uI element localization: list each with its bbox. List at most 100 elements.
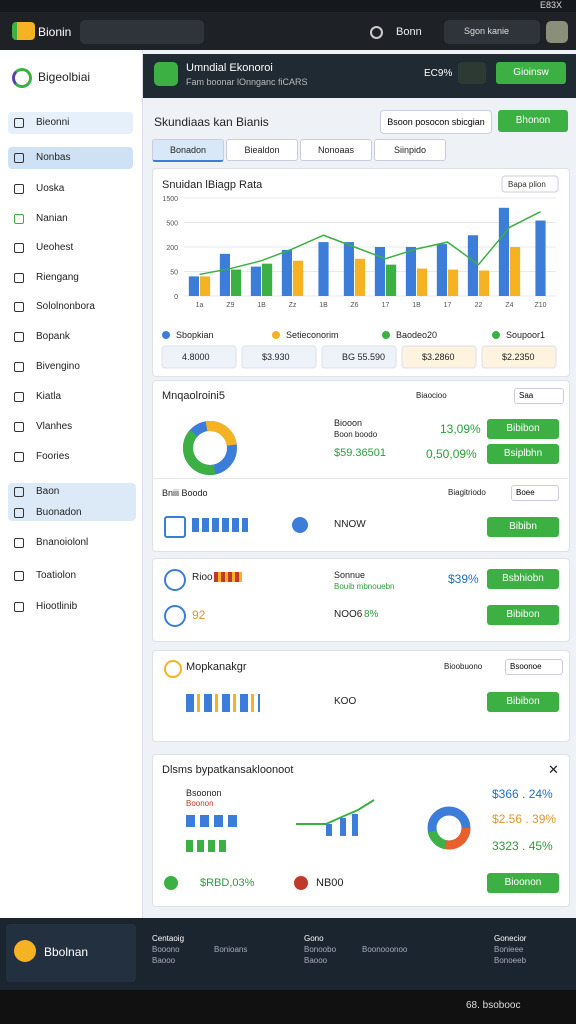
nav-item[interactable]: Uoska <box>36 183 65 194</box>
bar <box>467 235 478 296</box>
close[interactable]: ✕ <box>548 762 559 777</box>
avatar[interactable] <box>546 21 568 43</box>
button[interactable]: Bibibon <box>487 605 559 625</box>
logo <box>12 22 35 40</box>
item-button[interactable]: Bibibn <box>487 517 559 537</box>
filter[interactable]: Bioobuono <box>444 662 483 671</box>
tab[interactable]: Siinpido <box>374 139 446 161</box>
row-button[interactable]: Bibibon <box>487 419 559 439</box>
button[interactable]: Bsbhiobn <box>487 569 559 589</box>
label: 92 <box>192 608 206 622</box>
footer-link[interactable]: Bonieee <box>494 945 524 954</box>
footer-link[interactable]: Booono <box>152 945 180 954</box>
button[interactable]: Bioonon <box>487 873 559 893</box>
bar <box>498 207 509 296</box>
chart: Snuidan lBiagp Rata Bapa plion 0 50 200 500 15… <box>161 175 559 369</box>
nav-icon <box>14 153 24 163</box>
nav-item[interactable]: Bnanoiolonl <box>36 537 89 548</box>
bar <box>200 276 211 296</box>
nav-item[interactable]: Riengang <box>36 272 79 283</box>
donut-segment <box>427 806 471 850</box>
mini-bar <box>340 818 346 836</box>
tab[interactable]: Biealdon <box>226 139 298 161</box>
nav-item[interactable]: Kiatla <box>36 391 62 402</box>
x-tick-label: 1a <box>196 302 204 309</box>
icon <box>164 660 182 678</box>
nav-item[interactable]: Foories <box>36 451 70 462</box>
footer-link[interactable]: Bonioans <box>214 945 248 954</box>
footer-left: Bniii Boodo <box>162 488 208 498</box>
card-title: Mopkanakgr <box>186 661 247 673</box>
footer-link[interactable]: Gono <box>304 934 324 943</box>
search-box[interactable] <box>80 20 204 44</box>
footer-link[interactable]: Gonecior <box>494 934 527 943</box>
footer-link[interactable]: Bonoobo <box>304 945 337 954</box>
dropdown[interactable]: Saa <box>514 388 564 404</box>
primary-button[interactable]: Bhonon <box>498 110 568 132</box>
icon <box>294 876 308 890</box>
banner-button[interactable]: Gioinsw <box>496 62 566 84</box>
filter[interactable]: Biaocioo <box>416 391 447 400</box>
dropdown[interactable]: Boee <box>511 485 559 501</box>
footer-link[interactable]: Baooo <box>152 956 176 965</box>
user-name[interactable]: Bonn <box>396 26 422 38</box>
nav-item[interactable]: Sololnonbora <box>36 301 95 312</box>
bar <box>343 242 354 296</box>
status-bar <box>0 0 576 12</box>
nav-item[interactable]: Buonadon <box>36 507 82 518</box>
footer-link[interactable]: Baooo <box>304 956 328 965</box>
trend-line <box>296 799 375 825</box>
row-button[interactable]: Bsiplbhn <box>487 444 559 464</box>
bar <box>510 247 521 296</box>
nav-highlight <box>8 147 133 169</box>
value: NB00 <box>316 877 344 889</box>
x-tick-label: Zz <box>289 302 297 309</box>
nav-item[interactable]: Bivengino <box>36 361 80 372</box>
dropdown[interactable]: Bsoonoe <box>505 659 563 675</box>
bar <box>535 220 546 296</box>
footer-link[interactable]: Centaoig <box>152 934 185 943</box>
search-button[interactable]: Bsoon posocon sbicgian <box>380 110 492 134</box>
nav-item[interactable]: Nonbas <box>36 152 71 163</box>
row-label: Biooon <box>334 418 363 428</box>
search-field[interactable] <box>444 20 540 44</box>
bar <box>231 269 242 296</box>
tab[interactable]: Nonoaas <box>300 139 372 161</box>
bar <box>386 264 397 296</box>
nav-icon <box>14 422 24 432</box>
value: 8% <box>364 609 379 620</box>
nav-item[interactable]: Ueohest <box>36 242 74 253</box>
value: $2.56 . 39% <box>492 812 557 826</box>
sub: Boonon <box>186 799 214 808</box>
tab[interactable]: Bonadon <box>152 139 224 162</box>
bar <box>250 266 261 296</box>
app-name: Bionin <box>38 25 72 39</box>
nav-highlight <box>8 483 136 521</box>
nav-icon <box>14 362 24 372</box>
x-tick-label: 1B <box>412 302 421 309</box>
mini-bar <box>352 814 358 836</box>
nav-item[interactable]: Bopank <box>36 331 70 342</box>
nav-highlight <box>8 112 133 134</box>
banner-icon-button[interactable] <box>458 62 486 84</box>
nav-item[interactable]: Vlanhes <box>36 421 73 432</box>
mini-line <box>296 799 375 836</box>
footer-link[interactable]: Bonoeeb <box>494 956 527 965</box>
card-title: Dlsms bypatkansakloonoot <box>162 764 294 776</box>
nav-item[interactable]: Nanian <box>36 213 68 224</box>
y-tick-label: 1500 <box>162 196 178 203</box>
x-tick-label: 17 <box>382 302 390 309</box>
mini-bars <box>186 694 260 712</box>
nav-item[interactable]: Bieonni <box>36 117 70 128</box>
nav-item[interactable]: Toatiolon <box>36 570 77 581</box>
footer-link[interactable]: Boonooonoo <box>362 945 408 954</box>
nav-item[interactable]: Baon <box>36 486 60 497</box>
stat-box <box>161 345 237 369</box>
nav-item[interactable]: Hiootlinib <box>36 601 78 612</box>
mini-bars <box>214 572 242 582</box>
button[interactable]: Bibibon <box>487 692 559 712</box>
settings-icon[interactable] <box>370 26 383 39</box>
value: $366 . 24% <box>492 787 553 801</box>
line <box>199 211 541 276</box>
